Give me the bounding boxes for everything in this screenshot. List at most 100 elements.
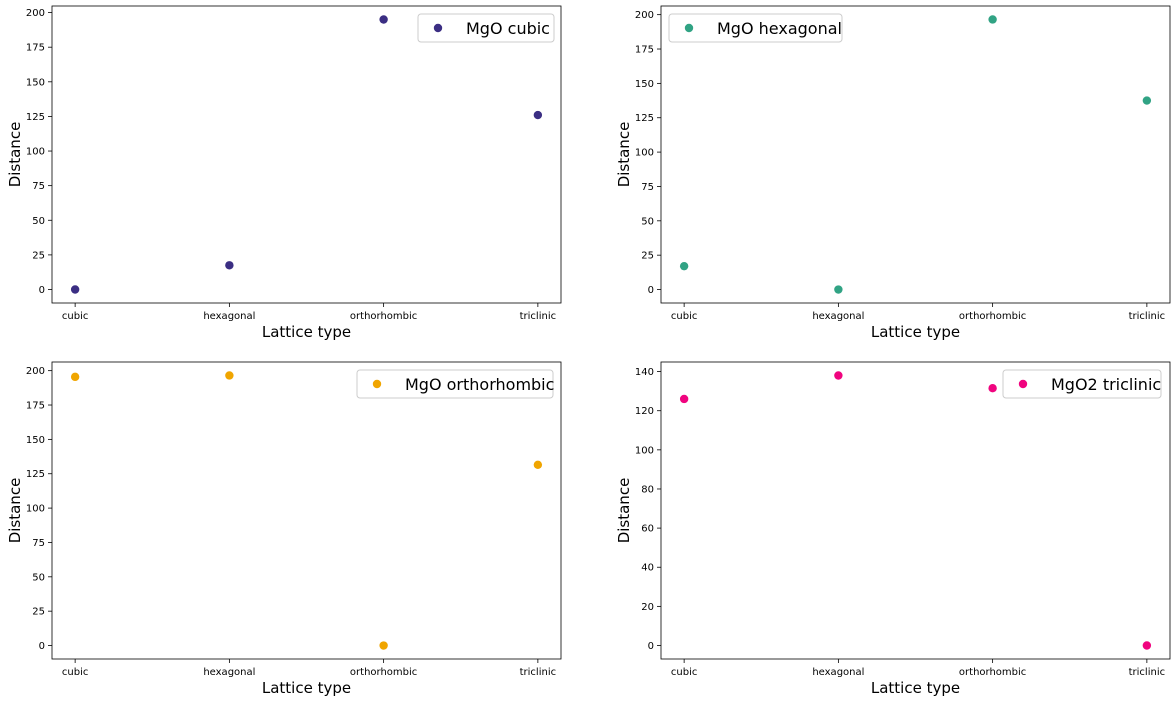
legend: MgO orthorhombic [356,369,554,399]
data-point [679,394,689,404]
x-tick-label: hexagonal [812,667,864,678]
y-axis-label: Distance [6,122,24,188]
legend-marker [433,23,443,33]
y-tick-label: 80 [641,484,654,495]
legend-label: MgO2 triclinic [1051,375,1161,394]
x-tick-label: triclinic [520,311,556,322]
x-tick-label: orthorhombic [350,311,417,322]
y-tick-label: 50 [32,572,45,583]
y-tick-label: 50 [32,216,45,227]
x-tick-label: hexagonal [203,311,255,322]
y-tick-label: 75 [32,181,45,192]
y-tick-label: 150 [26,435,45,446]
legend-marker [684,23,694,33]
plot-frame [51,5,562,304]
y-tick-label: 100 [635,445,654,456]
chart-panel-4: 0 20 40 60 80 100 120 140 cubic hexagonal orthorho… [615,361,1171,697]
data-point [1142,641,1152,650]
x-axis-label: Lattice type [262,679,351,697]
x-axis-label: Lattice type [871,679,960,697]
data-point [70,372,80,382]
y-axis-label: Distance [615,122,633,188]
x-tick-label: orthorhombic [350,667,417,678]
y-tick-label: 75 [32,538,45,549]
y-tick-label: 50 [641,216,654,227]
legend-label: MgO cubic [466,19,550,38]
y-tick-label: 100 [26,147,45,158]
data-point [379,641,388,650]
data-point [1142,96,1152,105]
legend-box [356,369,554,399]
data-point [988,384,997,393]
legend: MgO2 triclinic [1002,369,1162,399]
x-tick-label: cubic [62,311,88,322]
chart-panel-2: 0 25 50 75 100 125 150 175 200 cubic hexagonal orth… [615,5,1171,341]
y-tick-label: 25 [641,251,654,262]
y-tick-label: 25 [32,250,45,261]
data-point [225,261,234,270]
data-point [834,371,843,380]
chart-panel-1: 0 25 50 75 100 125 150 175 200 cubic hexagonal orth… [6,5,562,341]
y-tick-label: 0 [39,285,45,296]
y-tick-label: 150 [26,77,45,88]
x-axis-label: Lattice type [262,323,351,341]
y-tick-label: 175 [26,43,45,54]
x-tick-label: triclinic [1129,667,1165,678]
y-axis-label: Distance [6,478,24,544]
y-tick-label: 150 [635,79,654,90]
y-tick-label: 60 [641,524,654,535]
x-axis-label: Lattice type [871,323,960,341]
legend-box [417,13,555,43]
y-tick-label: 200 [26,8,45,19]
x-tick-label: orthorhombic [959,667,1026,678]
chart-panel-3: 0 25 50 75 100 125 150 175 200 cubic hexagonal orth… [6,361,562,697]
legend-box [668,13,843,43]
data-point [834,285,843,294]
data-point [70,285,80,294]
legend-marker [372,379,382,389]
y-tick-label: 125 [26,469,45,480]
y-tick-label: 40 [641,563,654,574]
legend: MgO hexagonal [668,13,843,43]
y-tick-label: 175 [635,45,654,56]
legend-marker [1018,379,1028,389]
y-tick-label: 200 [635,10,654,21]
x-tick-label: hexagonal [203,667,255,678]
data-point [379,15,388,24]
plot-frame [660,5,1171,304]
x-tick-label: orthorhombic [959,311,1026,322]
x-tick-label: cubic [62,667,88,678]
x-tick-label: triclinic [1129,311,1165,322]
x-tick-label: hexagonal [812,311,864,322]
y-axis-label: Distance [615,478,633,544]
y-tick-label: 100 [26,504,45,515]
y-tick-label: 100 [635,148,654,159]
data-point [533,110,543,120]
y-tick-label: 125 [635,113,654,124]
legend-label: MgO orthorhombic [405,375,554,394]
data-point [533,460,543,470]
y-tick-label: 125 [26,112,45,123]
y-tick-label: 20 [641,602,654,613]
y-tick-label: 200 [26,366,45,377]
data-point [988,15,997,24]
data-point [679,261,689,271]
x-tick-label: cubic [671,311,697,322]
x-tick-label: cubic [671,667,697,678]
legend-box [1002,369,1162,399]
y-tick-label: 140 [635,367,654,378]
legend-label: MgO hexagonal [717,19,842,38]
plot-frame [660,361,1171,660]
plot-frame [51,361,562,660]
y-tick-label: 0 [648,641,654,652]
y-tick-label: 75 [641,182,654,193]
legend: MgO cubic [417,13,555,43]
y-tick-label: 0 [648,285,654,296]
y-tick-label: 175 [26,401,45,412]
y-tick-label: 0 [39,641,45,652]
x-tick-label: triclinic [520,667,556,678]
data-point [225,371,234,380]
y-tick-label: 120 [635,406,654,417]
y-tick-label: 25 [32,607,45,618]
